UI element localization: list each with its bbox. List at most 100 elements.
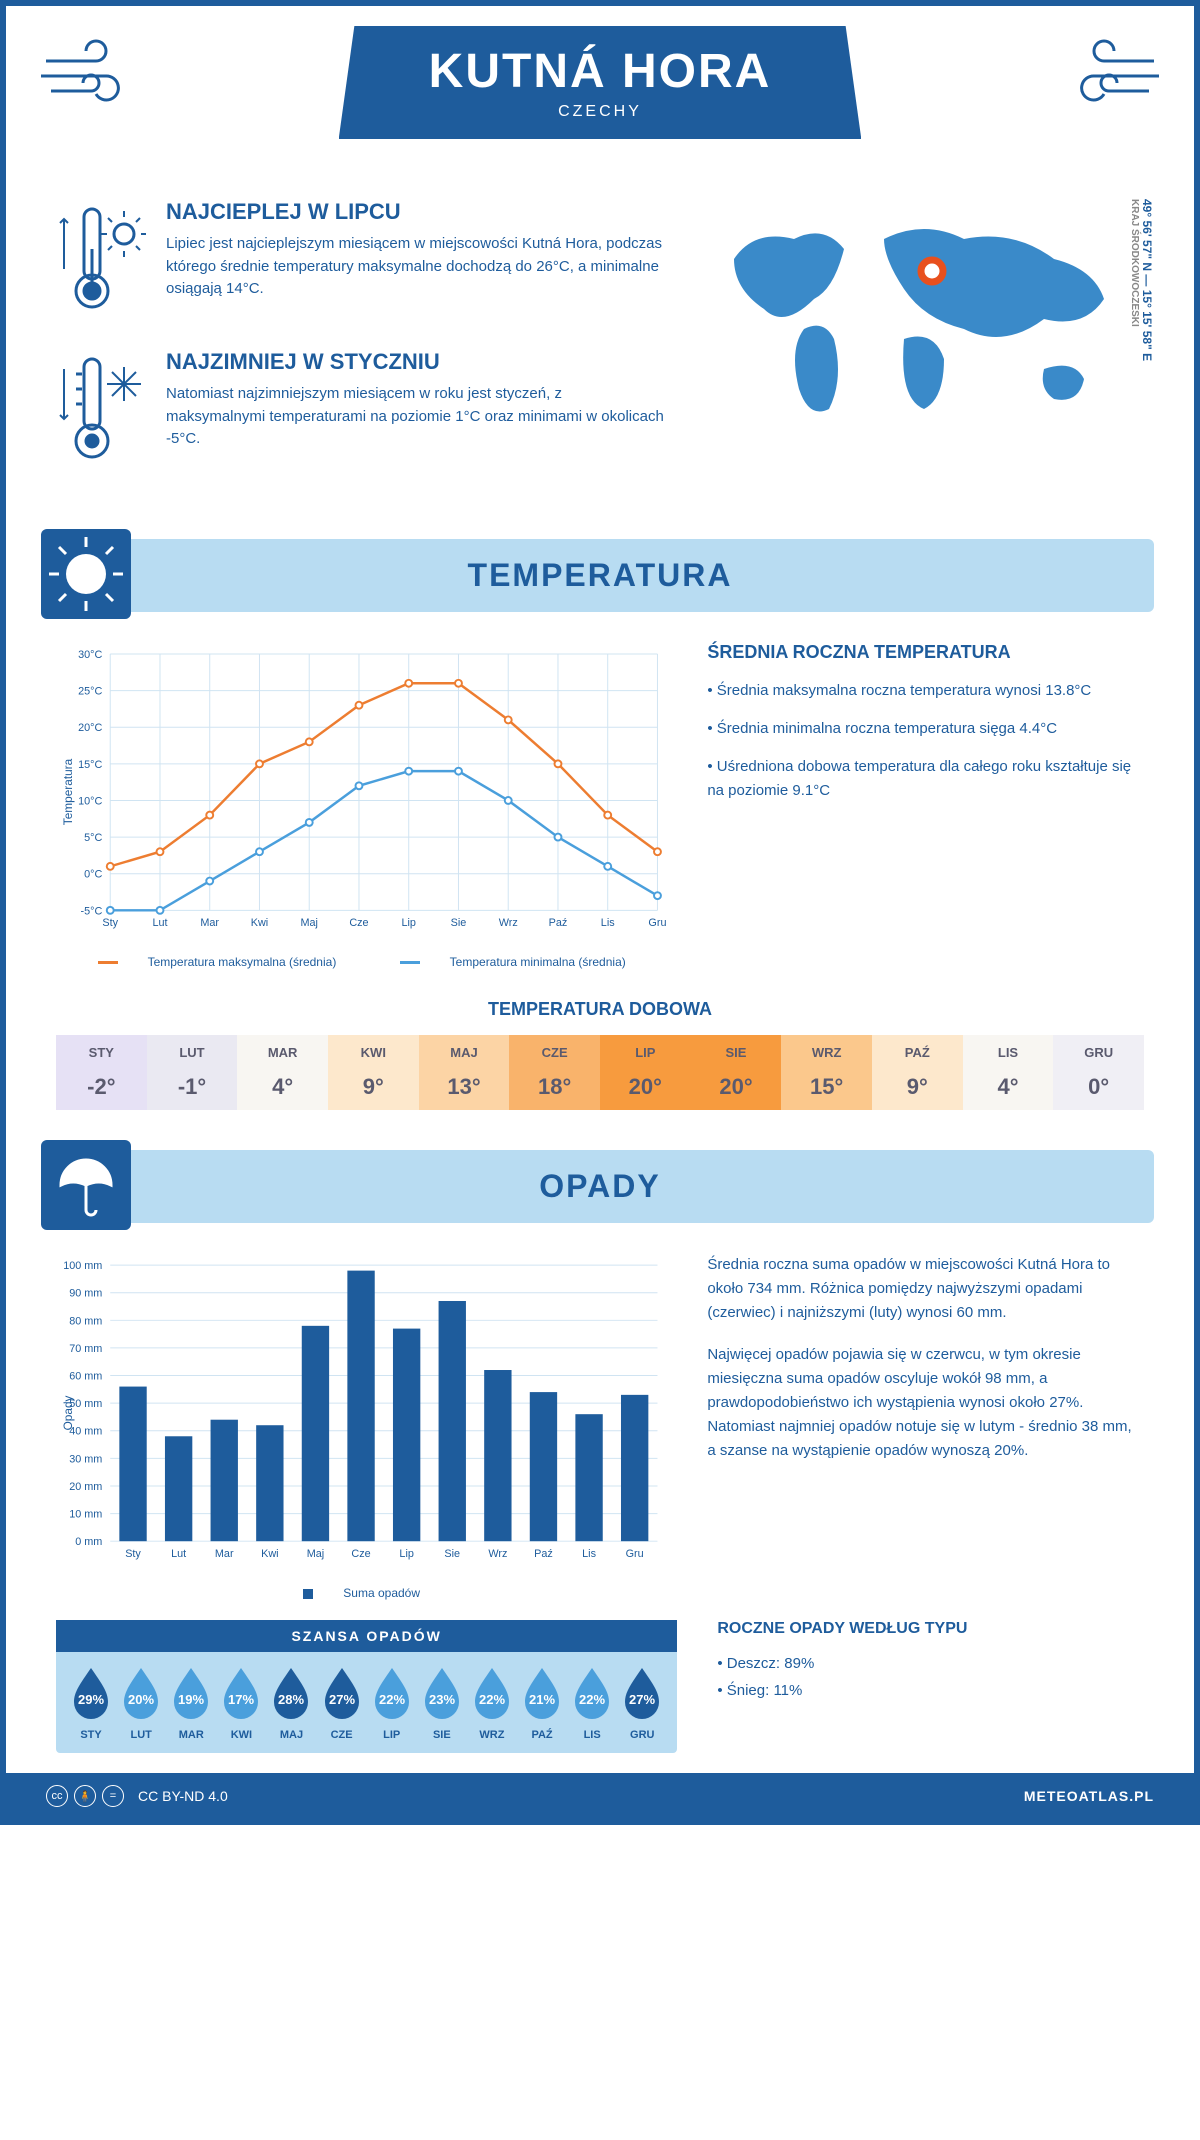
svg-text:29%: 29% bbox=[78, 1692, 104, 1707]
precip-paragraph-2: Najwięcej opadów pojawia się w czerwcu, … bbox=[707, 1343, 1144, 1463]
svg-text:Kwi: Kwi bbox=[261, 1548, 278, 1560]
svg-text:28%: 28% bbox=[278, 1692, 304, 1707]
annual-item: Średnia maksymalna roczna temperatura wy… bbox=[707, 679, 1144, 703]
license-block: cc 🧍 = CC BY-ND 4.0 bbox=[46, 1785, 228, 1807]
svg-text:Lip: Lip bbox=[401, 917, 415, 929]
svg-text:Cze: Cze bbox=[351, 1548, 370, 1560]
svg-text:Maj: Maj bbox=[300, 917, 317, 929]
thermometer-cold-icon bbox=[56, 349, 146, 469]
svg-text:21%: 21% bbox=[529, 1692, 555, 1707]
svg-text:100 mm: 100 mm bbox=[63, 1260, 102, 1272]
svg-text:70 mm: 70 mm bbox=[69, 1343, 102, 1355]
wind-icon-left bbox=[36, 36, 156, 116]
chance-drop: 19%MAR bbox=[168, 1664, 214, 1741]
svg-text:0°C: 0°C bbox=[84, 869, 102, 881]
type-item: Deszcz: 89% bbox=[717, 1650, 1144, 1677]
brand-label: METEOATLAS.PL bbox=[1024, 1788, 1154, 1804]
map-block: 49° 56' 57" N — 15° 15' 58" E KRAJ ŚRODK… bbox=[704, 199, 1144, 499]
svg-text:Wrz: Wrz bbox=[499, 917, 518, 929]
svg-text:Lis: Lis bbox=[582, 1548, 596, 1560]
daily-cell: LIP20° bbox=[600, 1035, 691, 1110]
city-title: KUTNÁ HORA bbox=[429, 44, 772, 99]
temperature-chart: -5°C0°C5°C10°C15°C20°C25°C30°CStyLutMarK… bbox=[56, 642, 667, 969]
svg-text:Sty: Sty bbox=[125, 1548, 141, 1560]
chance-drop: 28%MAJ bbox=[268, 1664, 314, 1741]
daily-cell: KWI9° bbox=[328, 1035, 419, 1110]
warmest-text: Lipiec jest najcieplejszym miesiącem w m… bbox=[166, 233, 664, 301]
chance-title: SZANSA OPADÓW bbox=[56, 1620, 677, 1652]
svg-text:27%: 27% bbox=[329, 1692, 355, 1707]
thermometer-hot-icon bbox=[56, 199, 146, 319]
temperature-title: TEMPERATURA bbox=[46, 557, 1154, 594]
coldest-title: NAJZIMNIEJ W STYCZNIU bbox=[166, 349, 664, 375]
svg-text:Lis: Lis bbox=[601, 917, 615, 929]
precip-paragraph-1: Średnia roczna suma opadów w miejscowośc… bbox=[707, 1253, 1144, 1325]
umbrella-icon bbox=[41, 1140, 131, 1230]
cc-icon: cc bbox=[46, 1785, 68, 1807]
svg-text:23%: 23% bbox=[429, 1692, 455, 1707]
precipitation-text: Średnia roczna suma opadów w miejscowośc… bbox=[707, 1253, 1144, 1600]
svg-text:0 mm: 0 mm bbox=[75, 1536, 102, 1548]
intro-section: NAJCIEPLEJ W LIPCU Lipiec jest najcieple… bbox=[6, 179, 1194, 539]
chart-legend: Temperatura maksymalna (średnia) Tempera… bbox=[56, 955, 667, 969]
daily-temperature-table: TEMPERATURA DOBOWA STY-2°LUT-1°MAR4°KWI9… bbox=[6, 999, 1194, 1150]
svg-text:15°C: 15°C bbox=[78, 759, 102, 771]
type-title: ROCZNE OPADY WEDŁUG TYPU bbox=[717, 1620, 1144, 1638]
chance-drop: 29%STY bbox=[68, 1664, 114, 1741]
svg-text:Mar: Mar bbox=[215, 1548, 234, 1560]
precipitation-title: OPADY bbox=[46, 1168, 1154, 1205]
svg-text:Sie: Sie bbox=[444, 1548, 460, 1560]
daily-cell: LIS4° bbox=[963, 1035, 1054, 1110]
bar-legend: Suma opadów bbox=[56, 1586, 667, 1600]
svg-text:17%: 17% bbox=[228, 1692, 254, 1707]
svg-text:Paź: Paź bbox=[549, 917, 568, 929]
svg-text:10°C: 10°C bbox=[78, 795, 102, 807]
warmest-title: NAJCIEPLEJ W LIPCU bbox=[166, 199, 664, 225]
svg-text:-5°C: -5°C bbox=[81, 905, 103, 917]
svg-text:Cze: Cze bbox=[349, 917, 368, 929]
svg-text:Lut: Lut bbox=[171, 1548, 186, 1560]
svg-text:Paź: Paź bbox=[534, 1548, 553, 1560]
svg-text:Maj: Maj bbox=[307, 1548, 324, 1560]
title-banner: KUTNÁ HORA CZECHY bbox=[339, 26, 862, 139]
svg-text:80 mm: 80 mm bbox=[69, 1315, 102, 1327]
svg-text:22%: 22% bbox=[579, 1692, 605, 1707]
annual-temp-title: ŚREDNIA ROCZNA TEMPERATURA bbox=[707, 642, 1144, 663]
daily-temp-title: TEMPERATURA DOBOWA bbox=[56, 999, 1144, 1020]
daily-cell: STY-2° bbox=[56, 1035, 147, 1110]
chance-drop: 22%WRZ bbox=[469, 1664, 515, 1741]
svg-text:Wrz: Wrz bbox=[488, 1548, 507, 1560]
daily-cell: PAŹ9° bbox=[872, 1035, 963, 1110]
daily-cell: GRU0° bbox=[1053, 1035, 1144, 1110]
svg-text:20 mm: 20 mm bbox=[69, 1481, 102, 1493]
daily-cell: WRZ15° bbox=[781, 1035, 872, 1110]
chance-drop: 22%LIP bbox=[369, 1664, 415, 1741]
coordinates-label: 49° 56' 57" N — 15° 15' 58" E KRAJ ŚRODK… bbox=[1129, 199, 1154, 361]
svg-text:22%: 22% bbox=[379, 1692, 405, 1707]
annual-item: Uśredniona dobowa temperatura dla całego… bbox=[707, 755, 1144, 803]
svg-text:30°C: 30°C bbox=[78, 649, 102, 661]
svg-text:Opady: Opady bbox=[61, 1395, 75, 1430]
svg-text:27%: 27% bbox=[629, 1692, 655, 1707]
country-subtitle: CZECHY bbox=[429, 103, 772, 121]
precipitation-section-header: OPADY bbox=[46, 1150, 1154, 1223]
svg-text:10 mm: 10 mm bbox=[69, 1509, 102, 1521]
svg-text:Temperatura: Temperatura bbox=[61, 758, 75, 825]
svg-text:5°C: 5°C bbox=[84, 832, 102, 844]
annual-item: Średnia minimalna roczna temperatura się… bbox=[707, 717, 1144, 741]
svg-text:20%: 20% bbox=[128, 1692, 154, 1707]
by-icon: 🧍 bbox=[74, 1785, 96, 1807]
nd-icon: = bbox=[102, 1785, 124, 1807]
svg-text:Gru: Gru bbox=[626, 1548, 644, 1560]
precipitation-chance-box: SZANSA OPADÓW 29%STY20%LUT19%MAR17%KWI28… bbox=[56, 1620, 677, 1753]
svg-text:30 mm: 30 mm bbox=[69, 1453, 102, 1465]
daily-cell: SIE20° bbox=[691, 1035, 782, 1110]
wind-icon-right bbox=[1044, 36, 1164, 116]
svg-text:Lip: Lip bbox=[399, 1548, 413, 1560]
svg-text:Sie: Sie bbox=[451, 917, 467, 929]
daily-cell: LUT-1° bbox=[147, 1035, 238, 1110]
license-text: CC BY-ND 4.0 bbox=[138, 1788, 228, 1804]
type-item: Śnieg: 11% bbox=[717, 1677, 1144, 1704]
svg-text:20°C: 20°C bbox=[78, 722, 102, 734]
annual-temp-text: ŚREDNIA ROCZNA TEMPERATURA Średnia maksy… bbox=[707, 642, 1144, 969]
